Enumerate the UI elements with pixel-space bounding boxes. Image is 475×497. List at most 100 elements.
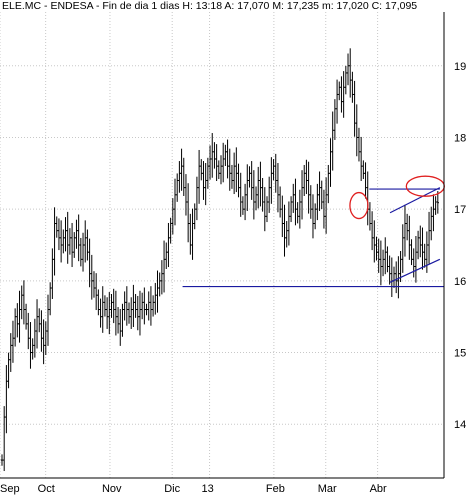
price-bar	[189, 213, 192, 255]
price-bar	[252, 170, 256, 220]
price-bar	[27, 312, 30, 350]
y-axis: 14 15 16 17 18 19	[443, 12, 466, 478]
price-bar	[327, 164, 330, 204]
channel-upper-line	[389, 187, 441, 214]
close-value: 17,095	[385, 0, 418, 12]
price-bar	[335, 79, 339, 124]
price-bar	[138, 290, 142, 336]
price-bar	[169, 217, 172, 244]
price-bar	[373, 220, 376, 263]
price-bar	[167, 222, 170, 268]
price-bar	[154, 282, 157, 315]
price-bar	[110, 294, 113, 318]
price-bar	[349, 48, 352, 98]
price-bar	[368, 202, 372, 231]
price-bar	[38, 308, 41, 333]
price-bar	[355, 104, 358, 157]
highlight-circle-1	[349, 191, 369, 220]
price-bar	[132, 284, 135, 327]
price-bar	[156, 270, 159, 313]
price-bar	[103, 295, 107, 317]
price-bar	[370, 211, 374, 251]
price-bar	[309, 185, 312, 219]
price-bar	[13, 308, 17, 347]
close-label: C:	[371, 0, 383, 12]
price-bar	[254, 186, 258, 211]
price-bar	[44, 321, 47, 356]
y-tick-label: 16	[454, 276, 466, 288]
min-label: m:	[321, 0, 334, 12]
price-bar	[33, 318, 37, 358]
price-bar	[221, 142, 225, 183]
price-bar	[364, 162, 367, 199]
price-bar	[204, 163, 207, 206]
y-tick-label: 19	[454, 61, 466, 73]
price-bar	[320, 180, 323, 210]
price-bar	[230, 164, 234, 189]
price-bar	[119, 309, 122, 346]
price-bar	[342, 71, 345, 118]
price-bar	[311, 194, 315, 239]
x-tick-label: Dic	[164, 483, 180, 495]
price-bar	[200, 159, 203, 181]
price-bar	[338, 81, 341, 101]
price-bar	[77, 214, 80, 262]
price-bar	[143, 287, 146, 325]
price-bar	[267, 176, 271, 213]
price-bar	[226, 139, 229, 179]
price-bar	[285, 221, 288, 248]
price-bar	[333, 99, 337, 140]
price-bar	[263, 187, 266, 232]
x-tick-label: Sep	[0, 483, 20, 495]
price-bar	[340, 76, 343, 113]
y-tick-label: 17	[454, 204, 466, 216]
price-bar	[344, 65, 348, 95]
price-bar	[357, 127, 361, 162]
price-bar	[79, 237, 83, 267]
price-bar	[410, 239, 413, 266]
price-bar	[130, 297, 133, 329]
price-bar	[217, 160, 221, 180]
price-bar	[211, 133, 214, 178]
price-bar	[436, 191, 440, 214]
price-bar	[403, 204, 407, 257]
price-bar	[259, 161, 262, 207]
price-bar	[53, 207, 56, 276]
price-bar	[316, 183, 319, 221]
high-value: 13:18	[195, 0, 223, 12]
price-bar	[241, 196, 245, 215]
price-bar	[278, 186, 282, 218]
price-bar	[313, 203, 317, 230]
price-bar	[427, 211, 431, 264]
open-label: A:	[224, 0, 235, 12]
price-bar	[318, 171, 321, 211]
price-bar	[412, 248, 415, 278]
price-bar	[176, 173, 179, 202]
price-bar	[270, 157, 273, 204]
price-bar	[303, 164, 306, 196]
price-bar	[215, 144, 218, 181]
price-bar	[384, 237, 387, 275]
price-bar	[70, 222, 74, 268]
price-bar	[405, 213, 409, 241]
price-bar	[397, 256, 400, 299]
price-bar	[84, 220, 87, 263]
price-bar	[92, 271, 96, 298]
price-bar	[68, 228, 72, 255]
price-bar	[48, 282, 52, 316]
price-bar	[294, 178, 297, 226]
max-value: 17,235	[286, 0, 320, 12]
price-bar	[395, 261, 398, 294]
price-bar	[283, 204, 286, 257]
price-bar	[88, 238, 91, 288]
price-bar	[101, 286, 104, 333]
symbol: ELE.MC	[2, 0, 42, 12]
y-tick-label: 14	[454, 419, 466, 431]
max-label: M:	[272, 0, 284, 12]
price-bar	[257, 166, 260, 209]
annotations	[182, 175, 445, 288]
price-bar	[42, 319, 45, 365]
price-bar	[401, 224, 404, 273]
price-bar	[62, 229, 65, 254]
price-bar	[305, 159, 308, 195]
